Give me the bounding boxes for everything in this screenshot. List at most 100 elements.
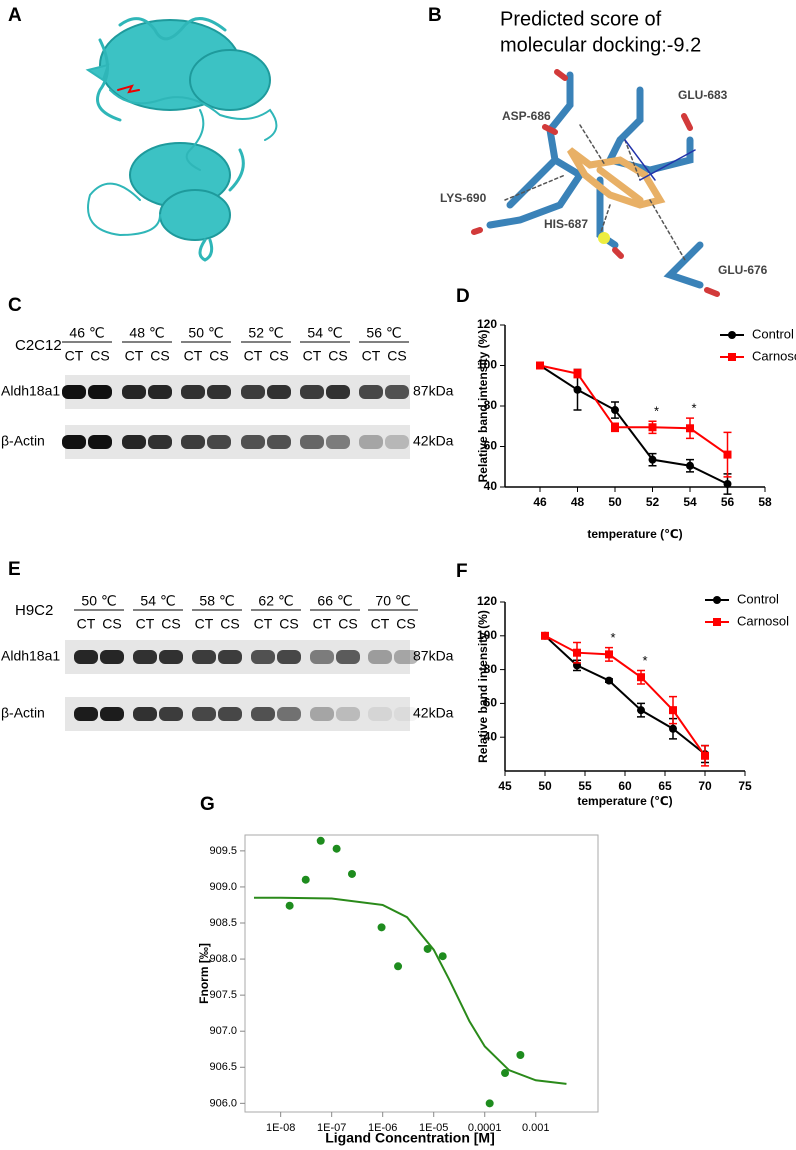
legend-symbol <box>713 596 721 604</box>
lane-label: CS <box>269 348 288 364</box>
blot-band <box>100 707 124 721</box>
y-axis-label: Fnorm [‰] <box>197 943 211 1004</box>
blot-band <box>159 707 183 721</box>
lane-label: CT <box>136 616 155 632</box>
legend-label: Carnosol <box>737 613 789 628</box>
y-tick-label: 909.0 <box>209 881 237 893</box>
blot-band <box>277 707 301 721</box>
panel-label: B <box>428 5 442 26</box>
data-point <box>686 461 694 470</box>
docking-title: Predicted score of <box>500 8 662 30</box>
x-tick-label: 1E-07 <box>317 1122 346 1134</box>
blot-band <box>62 435 86 449</box>
temperature-label: 48 ℃ <box>129 325 164 341</box>
lane-label: CS <box>220 616 239 632</box>
data-point <box>669 724 677 733</box>
blot-band <box>310 650 334 664</box>
x-axis-label: Ligand Concentration [M] <box>325 1130 495 1146</box>
blot-band <box>100 650 124 664</box>
temperature-label: 52 ℃ <box>248 325 283 341</box>
docking-structure <box>471 69 720 297</box>
x-tick-label: 54 <box>683 495 697 509</box>
blot-band <box>336 650 360 664</box>
data-point <box>648 423 657 432</box>
y-tick-label: 908.0 <box>209 953 237 965</box>
residue-label: GLU-676 <box>718 263 768 277</box>
blot-band <box>310 707 334 721</box>
y-tick-label: 120 <box>477 317 497 331</box>
significance-mark: * <box>642 653 647 668</box>
blot-band <box>133 650 157 664</box>
x-tick-label: 55 <box>578 779 592 793</box>
x-tick-label: 70 <box>698 779 712 793</box>
data-point <box>301 875 310 884</box>
data-point <box>377 923 386 932</box>
lane-label: CS <box>161 616 180 632</box>
y-tick-label: 60 <box>484 696 498 710</box>
protein-label: β-Actin <box>1 705 45 721</box>
blot-band <box>122 385 146 399</box>
cell-line: H9C2 <box>15 602 53 619</box>
plot-frame <box>244 834 599 1113</box>
blot-band <box>181 435 205 449</box>
lane-label: CT <box>362 348 381 364</box>
lane-label: CT <box>125 348 144 364</box>
blot-band <box>336 707 360 721</box>
blot-band <box>326 435 350 449</box>
y-axis-label: Relative band intensity (%) <box>476 330 490 483</box>
data-point <box>686 424 694 433</box>
protein-label: Aldh18a1 <box>1 648 60 664</box>
significance-mark: * <box>691 401 696 416</box>
size-label: 42kDa <box>413 705 454 721</box>
lane-label: CS <box>338 616 357 632</box>
residue-label: LYS-690 <box>440 191 487 205</box>
blot-band <box>368 650 392 664</box>
significance-mark: * <box>654 404 659 419</box>
data-point <box>285 901 294 910</box>
y-tick-label: 909.5 <box>209 845 237 857</box>
panel-label: F <box>456 561 468 582</box>
lane-label: CS <box>328 348 347 364</box>
panel-label: C <box>8 295 22 316</box>
lane-label: CT <box>244 348 263 364</box>
data-point <box>611 406 619 415</box>
lane-label: CS <box>279 616 298 632</box>
lane-label: CT <box>303 348 322 364</box>
x-tick-label: 50 <box>538 779 552 793</box>
blot-band <box>218 707 242 721</box>
y-tick-label: 40 <box>484 729 498 743</box>
blot-band <box>241 385 265 399</box>
data-point <box>701 751 709 760</box>
protein-label: β-Actin <box>1 433 45 449</box>
blot-band <box>74 650 98 664</box>
y-tick-label: 907.0 <box>209 1025 237 1037</box>
residue-label: GLU-683 <box>678 88 728 102</box>
temperature-label: 56 ℃ <box>366 325 401 341</box>
x-tick-label: 46 <box>533 495 547 509</box>
series-line <box>539 364 728 485</box>
legend-marker <box>713 596 721 604</box>
blot-band <box>122 435 146 449</box>
series-line <box>544 634 706 757</box>
temperature-label: 50 ℃ <box>188 325 223 341</box>
blot-band <box>385 385 409 399</box>
blot-band <box>88 385 112 399</box>
temperature-label: 54 ℃ <box>140 593 175 609</box>
data-point <box>648 455 657 464</box>
data-point <box>316 836 325 845</box>
y-tick-label: 906.0 <box>209 1097 237 1109</box>
y-tick-label: 906.5 <box>209 1061 237 1073</box>
lane-label: CS <box>209 348 228 364</box>
lane-label: CS <box>90 348 109 364</box>
x-tick-label: 45 <box>498 779 512 793</box>
lane-label: CT <box>371 616 390 632</box>
blot-strip <box>65 375 410 409</box>
blot-band <box>251 650 275 664</box>
fit-curve <box>253 896 567 1085</box>
blot-band <box>267 385 291 399</box>
blot-band <box>251 707 275 721</box>
cell-line: C2C12 <box>15 337 62 354</box>
blot-band <box>192 707 216 721</box>
data-point <box>332 844 341 853</box>
